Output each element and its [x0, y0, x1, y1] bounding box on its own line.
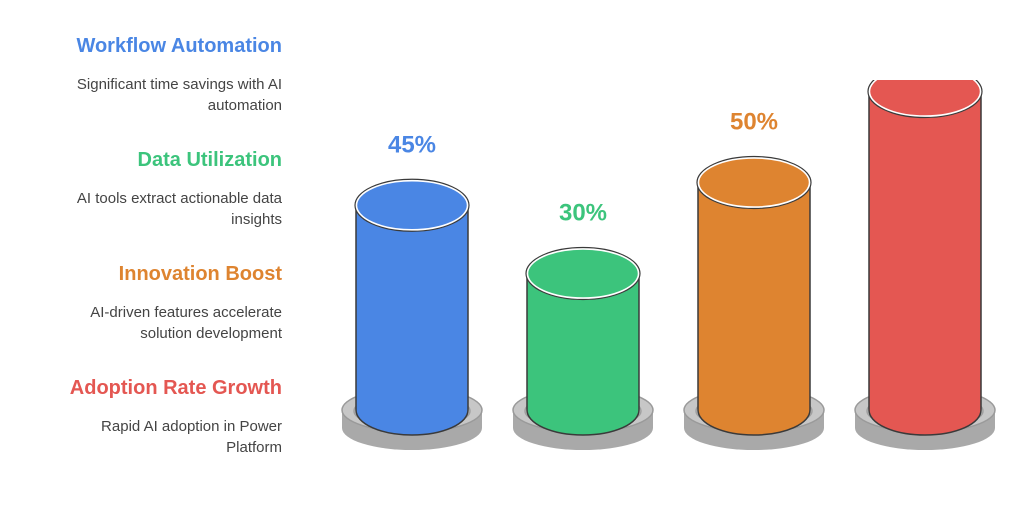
legend-description: Rapid AI adoption in Power Platform [0, 416, 282, 458]
cylinder-bar-chart: 45%30%50%70% [341, 80, 996, 450]
bar [355, 204, 469, 436]
bar-top [867, 80, 983, 118]
legend-description-line: Rapid AI adoption in Power [101, 418, 282, 435]
legend-description: Significant time savings with AI automat… [0, 74, 282, 116]
legend-description-line: Significant time savings with AI [76, 76, 282, 93]
data-label: 30% [559, 200, 607, 227]
bar [697, 181, 811, 436]
bar-top [696, 156, 812, 209]
bar-top [525, 247, 641, 300]
legend-description-line: solution development [140, 325, 282, 342]
legend-description: AI-driven features accelerate solution d… [0, 302, 282, 344]
bar-top-outline [696, 155, 812, 210]
legend-title: Data Utilization [137, 149, 282, 171]
legend-title: Adoption Rate Growth [69, 377, 282, 399]
legend-title: Workflow Automation [76, 35, 282, 57]
data-label: 45% [388, 131, 436, 158]
bar [526, 272, 640, 436]
bar [868, 90, 982, 436]
bar-top-outline [525, 246, 641, 301]
legend-description-line: Platform [226, 439, 282, 456]
data-label: 50% [730, 109, 778, 136]
legend-item-innovation-boost: Innovation Boost AI-driven features acce… [0, 262, 282, 344]
legend-description-line: AI tools extract actionable data [76, 190, 282, 207]
legend-title: Innovation Boost [118, 263, 282, 285]
legend-description-line: insights [231, 211, 282, 228]
bar-top-outline [867, 80, 983, 119]
bar-top [354, 179, 470, 232]
legend-item-adoption-rate-growth: Adoption Rate Growth Rapid AI adoption i… [0, 376, 282, 458]
legend-description-line: automation [207, 97, 282, 114]
bar-top-outline [354, 178, 470, 232]
legend-description-line: AI-driven features accelerate [90, 304, 282, 321]
legend-item-data-utilization: Data Utilization AI tools extract action… [0, 148, 282, 230]
legend-item-workflow-automation: Workflow Automation Significant time sav… [0, 34, 282, 116]
legend-description: AI tools extract actionable data insight… [0, 188, 282, 230]
